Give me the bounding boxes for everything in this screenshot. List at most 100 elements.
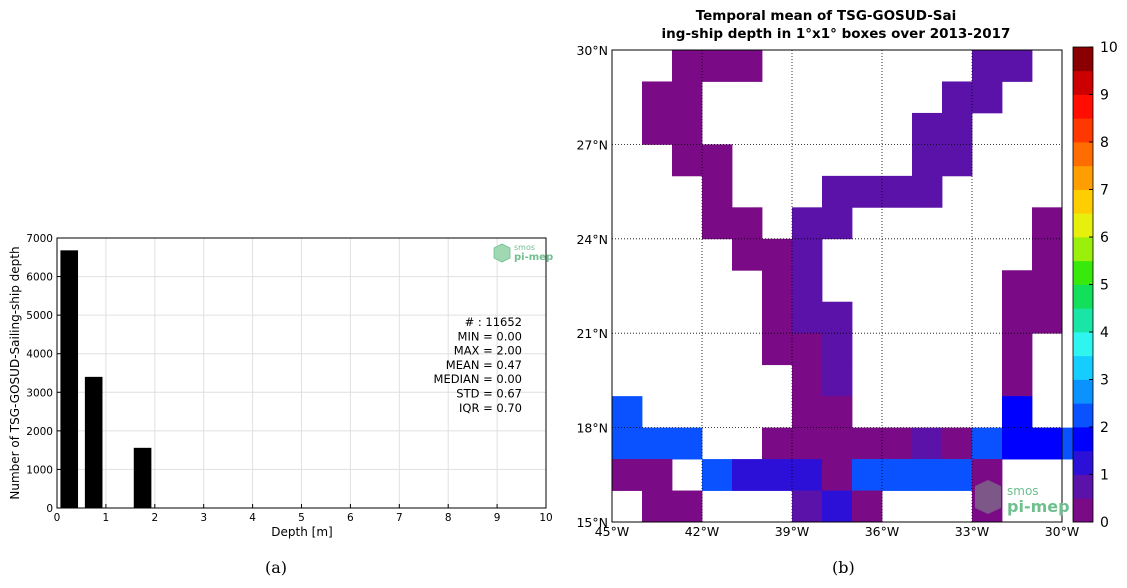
map-cell [852, 427, 883, 460]
map-ticks: 45°W 42°W 39°W 36°W 33°W 30°W 15°N 18°N 21°N 24°N… [576, 43, 1079, 539]
map-cell [792, 490, 823, 523]
logo-text-pimep: pi-mep [1007, 497, 1070, 516]
y-tick-label: 2000 [26, 426, 53, 438]
map-cell [672, 112, 703, 145]
map-cell [612, 396, 643, 428]
map-cell [852, 175, 883, 208]
x-tick-label: 4 [249, 512, 256, 524]
y-tick-label: 1000 [26, 464, 53, 476]
y-tick-label: 7000 [26, 233, 53, 245]
x-tick-label: 5 [298, 512, 305, 524]
map-cell [822, 490, 853, 523]
colorbar-segment [1073, 213, 1093, 238]
x-tick-label: 2 [151, 512, 158, 524]
lat-tick-label: 18°N [576, 421, 608, 436]
colorbar-segment [1073, 94, 1093, 119]
colorbar-segment [1073, 118, 1093, 143]
map-grid [612, 50, 1062, 522]
logo-text-smos: smos [1007, 484, 1039, 498]
map-cell [612, 459, 643, 491]
map-cell [702, 207, 733, 240]
lon-tick-label: 36°W [865, 524, 900, 539]
colorbar-segment [1073, 403, 1093, 428]
map-cell [1002, 270, 1033, 303]
map-cell [852, 490, 883, 523]
colorbar-segment [1073, 332, 1093, 357]
map-cell [672, 144, 703, 177]
map-cell [912, 175, 943, 208]
colorbar-segment [1073, 355, 1093, 380]
map-cell [732, 207, 763, 240]
lon-tick-label: 30°W [1045, 524, 1080, 539]
logo-text-pimep: pi-mep [514, 252, 553, 263]
map-cell [762, 459, 793, 491]
map-cell [672, 427, 703, 460]
map-logo: smos pi-mep [975, 480, 1070, 516]
caption-a: (a) [265, 558, 288, 577]
map-cell [822, 364, 853, 397]
map-cell [1032, 270, 1063, 303]
colorbar-segment [1073, 284, 1093, 309]
map-cell [942, 81, 973, 114]
map-cell [672, 490, 703, 523]
map-cell [762, 270, 793, 303]
stat-line: MAX = 2.00 [454, 344, 522, 358]
colorbar-segment [1073, 427, 1093, 452]
map-cell [762, 301, 793, 334]
map-cell [792, 364, 823, 397]
map-cell [942, 459, 973, 491]
map-title-line1: Temporal mean of TSG-GOSUD-Sai [696, 8, 957, 24]
map-cell [882, 175, 913, 208]
colorbar-tick-label: 1 [1100, 468, 1109, 484]
stat-line: MIN = 0.00 [458, 329, 522, 343]
colorbar: 0 1 2 3 4 5 6 7 8 9 10 [1072, 40, 1118, 531]
map-cell [822, 301, 853, 334]
cube-logo-icon [493, 243, 511, 263]
map-cell [1002, 396, 1033, 428]
logo-text-smos: smos [514, 243, 535, 252]
histogram-xlabel: Depth [m] [271, 525, 332, 539]
colorbar-segment [1073, 308, 1093, 333]
map-cell [792, 270, 823, 303]
map-cell [642, 490, 673, 523]
map-cell [672, 50, 703, 82]
lon-tick-label: 45°W [595, 524, 630, 539]
stat-line: # : 11652 [465, 315, 522, 329]
colorbar-tick-label: 8 [1100, 135, 1109, 151]
map-cell [1002, 427, 1033, 460]
x-tick-label: 6 [347, 512, 354, 524]
map-cell [1032, 301, 1063, 334]
map-cell [1002, 50, 1033, 82]
colorbar-segment [1073, 498, 1093, 523]
colorbar-tick-label: 2 [1100, 420, 1109, 436]
map-cell [672, 81, 703, 114]
map-cell [1002, 333, 1033, 366]
colorbar-segment [1073, 237, 1093, 262]
x-tick-label: 8 [445, 512, 452, 524]
map-cell [972, 50, 1003, 82]
map-cell [792, 459, 823, 491]
map-cell [912, 427, 943, 460]
y-tick-label: 6000 [26, 272, 53, 284]
colorbar-segment [1073, 165, 1093, 190]
caption-b: (b) [832, 558, 855, 577]
y-tick-label: 0 [46, 503, 53, 515]
stat-line: STD = 0.67 [456, 387, 522, 401]
histogram-bars [60, 250, 152, 509]
map-cell [912, 459, 943, 491]
map-cell [852, 459, 883, 491]
x-tick-label: 7 [396, 512, 403, 524]
lat-tick-label: 21°N [576, 326, 608, 341]
map-cell [792, 207, 823, 240]
map-cell [822, 427, 853, 460]
map-cell [882, 459, 913, 491]
colorbar-segment [1073, 260, 1093, 285]
map-cell [762, 333, 793, 366]
colorbar-tick-label: 10 [1100, 40, 1118, 56]
map-cell [972, 427, 1003, 460]
map-cell [822, 396, 853, 428]
colorbar-segment [1073, 379, 1093, 404]
x-tick-label: 10 [539, 512, 552, 524]
map-cell [642, 81, 673, 114]
map-cell [822, 207, 853, 240]
